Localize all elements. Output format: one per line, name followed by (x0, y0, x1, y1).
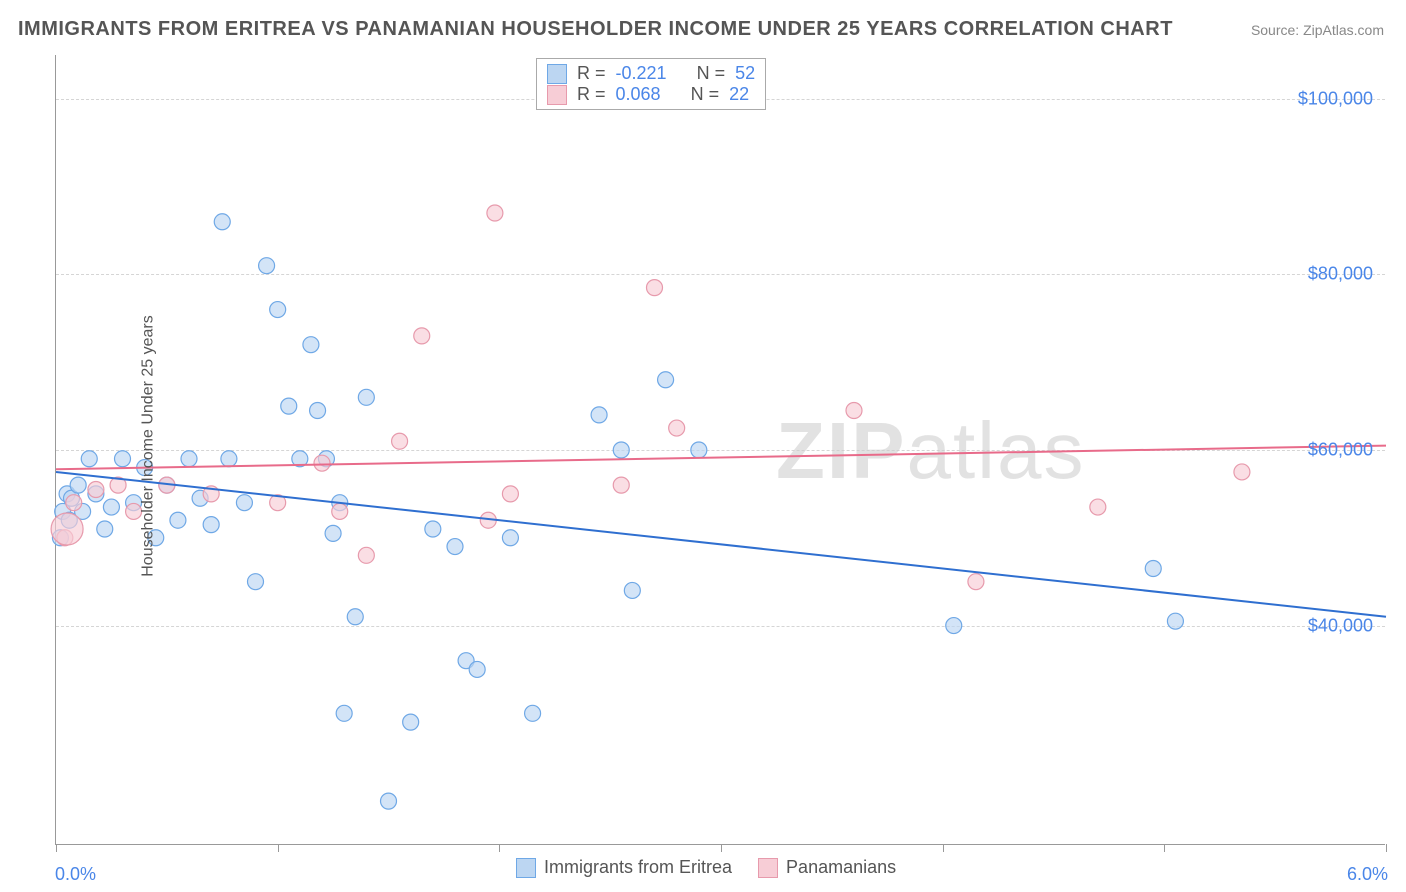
scatter-point (203, 517, 219, 533)
scatter-point (88, 482, 104, 498)
chart-title: IMMIGRANTS FROM ERITREA VS PANAMANIAN HO… (18, 18, 1173, 41)
scatter-point (51, 513, 83, 545)
scatter-point (103, 499, 119, 515)
legend-swatch-eritrea (516, 858, 536, 878)
stats-r-label: R = (577, 63, 606, 84)
legend-swatch-panama (758, 858, 778, 878)
scatter-point (381, 793, 397, 809)
scatter-point (624, 582, 640, 598)
legend-label-panama: Panamanians (786, 857, 896, 878)
x-tick (1386, 844, 1387, 852)
stats-n-value: 52 (735, 63, 755, 84)
scatter-point (647, 280, 663, 296)
stats-row: R = -0.221 N = 52 (547, 63, 755, 84)
scatter-point (658, 372, 674, 388)
scatter-point (425, 521, 441, 537)
scatter-point (310, 403, 326, 419)
scatter-point (358, 389, 374, 405)
scatter-point (214, 214, 230, 230)
scatter-point (281, 398, 297, 414)
stats-r-value: -0.221 (616, 63, 667, 84)
scatter-point (487, 205, 503, 221)
scatter-point (414, 328, 430, 344)
y-tick-label: $60,000 (1308, 440, 1373, 461)
source-label: Source: ZipAtlas.com (1251, 22, 1384, 38)
scatter-point (1090, 499, 1106, 515)
y-tick-label: $80,000 (1308, 264, 1373, 285)
plot-area: ZIPatlas R =-0.221N =52R =0.068N =22 Imm… (55, 55, 1385, 845)
stats-r-label: R = (577, 84, 606, 105)
scatter-point (97, 521, 113, 537)
stats-r-value: 0.068 (616, 84, 661, 105)
y-tick-label: $40,000 (1308, 615, 1373, 636)
scatter-point (81, 451, 97, 467)
scatter-point (270, 302, 286, 318)
scatter-point (502, 486, 518, 502)
scatter-point (669, 420, 685, 436)
x-tick (943, 844, 944, 852)
y-tick-label: $100,000 (1298, 88, 1373, 109)
scatter-point (314, 455, 330, 471)
scatter-point (347, 609, 363, 625)
stats-legend: R =-0.221N =52R =0.068N =22 (536, 58, 766, 110)
chart-svg (56, 55, 1385, 844)
scatter-point (70, 477, 86, 493)
legend-label-eritrea: Immigrants from Eritrea (544, 857, 732, 878)
scatter-point (170, 512, 186, 528)
scatter-point (221, 451, 237, 467)
legend-item-eritrea: Immigrants from Eritrea (516, 857, 732, 878)
scatter-point (968, 574, 984, 590)
scatter-point (358, 547, 374, 563)
scatter-point (591, 407, 607, 423)
scatter-point (392, 433, 408, 449)
stats-swatch (547, 64, 567, 84)
scatter-point (691, 442, 707, 458)
stats-n-label: N = (697, 63, 726, 84)
y-axis-label: Householder Income Under 25 years (140, 315, 158, 576)
scatter-point (469, 661, 485, 677)
scatter-point (613, 477, 629, 493)
scatter-point (403, 714, 419, 730)
scatter-point (946, 618, 962, 634)
scatter-point (325, 525, 341, 541)
x-min-label: 0.0% (55, 864, 96, 885)
legend-item-panama: Panamanians (758, 857, 896, 878)
bottom-legend: Immigrants from Eritrea Panamanians (516, 857, 896, 878)
scatter-point (1234, 464, 1250, 480)
stats-swatch (547, 85, 567, 105)
scatter-point (525, 705, 541, 721)
trend-line (56, 472, 1386, 617)
scatter-point (181, 451, 197, 467)
x-max-label: 6.0% (1347, 864, 1388, 885)
x-tick (721, 844, 722, 852)
x-tick (278, 844, 279, 852)
trend-line (56, 446, 1386, 470)
x-tick (499, 844, 500, 852)
scatter-point (447, 539, 463, 555)
scatter-point (236, 495, 252, 511)
stats-n-label: N = (691, 84, 720, 105)
scatter-point (259, 258, 275, 274)
stats-row: R = 0.068 N = 22 (547, 84, 755, 105)
scatter-point (66, 495, 82, 511)
scatter-point (115, 451, 131, 467)
scatter-point (613, 442, 629, 458)
scatter-point (846, 403, 862, 419)
stats-n-value: 22 (729, 84, 749, 105)
scatter-point (248, 574, 264, 590)
x-tick (1164, 844, 1165, 852)
scatter-point (336, 705, 352, 721)
x-tick (56, 844, 57, 852)
scatter-point (1167, 613, 1183, 629)
scatter-point (303, 337, 319, 353)
scatter-point (332, 503, 348, 519)
scatter-point (502, 530, 518, 546)
scatter-point (1145, 561, 1161, 577)
